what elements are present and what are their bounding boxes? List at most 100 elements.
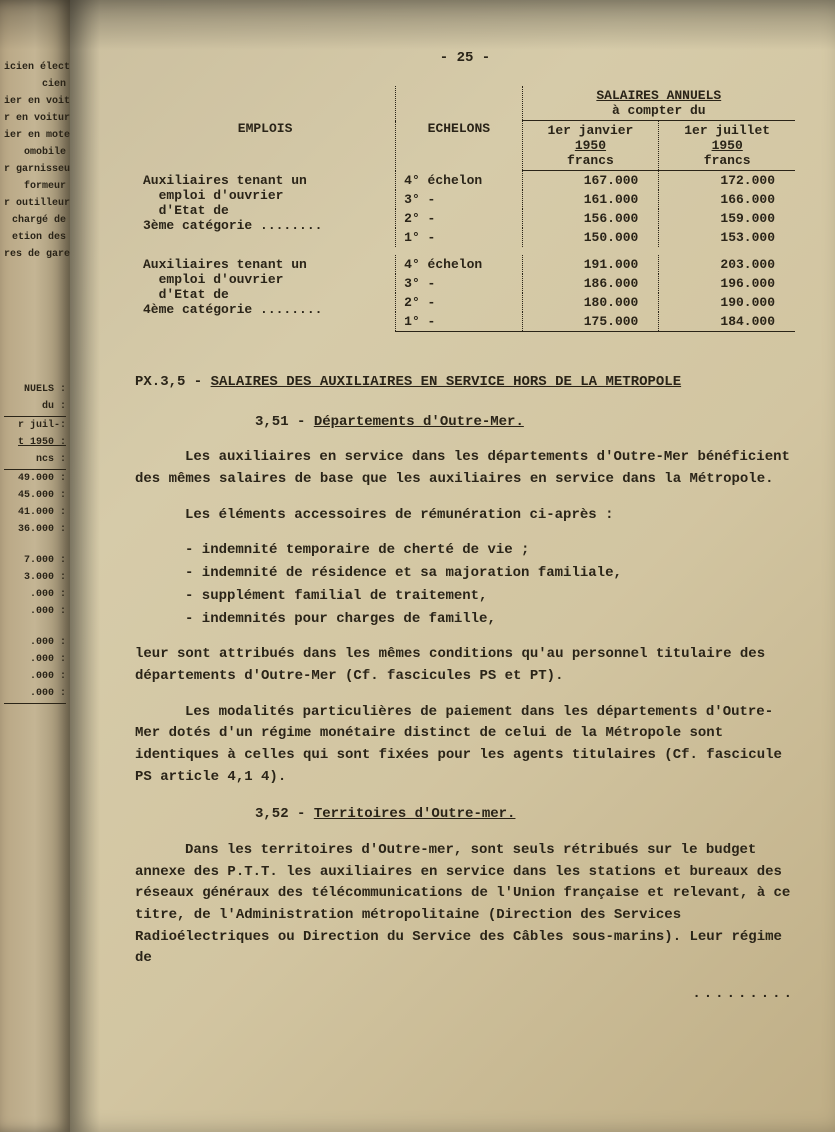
list-item: - supplément familial de traitement,: [185, 586, 795, 608]
left-line: icien électri-: [4, 60, 66, 75]
left-val: .000 :: [4, 686, 66, 701]
left-line: ier en voiture: [4, 94, 66, 109]
th-acompter: à compter du: [612, 103, 706, 118]
left-hdr: ncs :: [4, 452, 66, 467]
th-sal-label: SALAIRES ANNUELS: [596, 88, 721, 103]
jan-cell: 150.000: [522, 228, 659, 247]
right-page: - 25 - EMPLOIS ECHELONS SALAIRES ANNUELS…: [70, 0, 835, 1132]
jul-cell: 203.000: [659, 255, 795, 274]
emploi-label: Auxiliaires tenant un emploi d'ouvrier d…: [135, 255, 396, 332]
salary-table: EMPLOIS ECHELONS SALAIRES ANNUELS à comp…: [135, 86, 795, 332]
th-echelons: ECHELONS: [396, 86, 522, 171]
left-hdr: NUELS :: [4, 382, 66, 397]
th-emplois: EMPLOIS: [135, 86, 396, 171]
ech-cell: 2° -: [396, 209, 522, 228]
body-text: PX.3,5 - SALAIRES DES AUXILIAIRES EN SER…: [135, 372, 795, 1006]
left-line: chargé de: [4, 213, 66, 228]
jul-cell: 153.000: [659, 228, 795, 247]
left-hdr: t 1950 :: [4, 435, 66, 450]
left-val: 7.000 :: [4, 553, 66, 568]
ech-cell: 3° -: [396, 274, 522, 293]
section-title: PX.3,5 - SALAIRES DES AUXILIAIRES EN SER…: [135, 372, 795, 394]
ech-cell: 4° échelon: [396, 255, 522, 274]
left-line: formeur: [4, 179, 66, 194]
list-item: - indemnité temporaire de cherté de vie …: [185, 540, 795, 562]
paragraph: leur sont attribués dans les mêmes condi…: [135, 644, 795, 687]
left-val: .000 :: [4, 635, 66, 650]
page-number: - 25 -: [135, 50, 795, 66]
ech-cell: 1° -: [396, 312, 522, 332]
left-line: cien: [4, 77, 66, 92]
shadow: [0, 0, 70, 50]
jan-cell: 161.000: [522, 190, 659, 209]
left-page-sliver: icien électri- cien ier en voiture r en …: [0, 0, 70, 1132]
jul-cell: 190.000: [659, 293, 795, 312]
jul-cell: 196.000: [659, 274, 795, 293]
table-row: Auxiliaires tenant un emploi d'ouvrier d…: [135, 171, 795, 191]
left-line: r outilleur: [4, 196, 66, 211]
left-hdr: du :: [4, 399, 66, 414]
left-page-upper: icien électri- cien ier en voiture r en …: [4, 60, 66, 262]
continuation-dots: .........: [135, 984, 795, 1006]
th-jul-l3: francs: [704, 153, 751, 168]
jul-cell: 166.000: [659, 190, 795, 209]
jul-cell: 184.000: [659, 312, 795, 332]
left-val: 36.000 :: [4, 522, 66, 537]
photo-frame: icien électri- cien ier en voiture r en …: [0, 0, 835, 1132]
left-val: 41.000 :: [4, 505, 66, 520]
th-jul-l1: 1er juillet: [684, 123, 770, 138]
th-jul: 1er juillet 1950 francs: [659, 121, 795, 171]
left-line: etion des: [4, 230, 66, 245]
left-val: .000 :: [4, 604, 66, 619]
ech-cell: 2° -: [396, 293, 522, 312]
ech-cell: 4° échelon: [396, 171, 522, 191]
left-val: .000 :: [4, 669, 66, 684]
jan-cell: 175.000: [522, 312, 659, 332]
list-item: - indemnité de résidence et sa majoratio…: [185, 563, 795, 585]
table-row: Auxiliaires tenant un emploi d'ouvrier d…: [135, 255, 795, 274]
th-jul-l2: 1950: [712, 138, 743, 153]
ech-cell: 1° -: [396, 228, 522, 247]
left-val: 49.000 :: [4, 471, 66, 486]
th-jan-l1: 1er janvier: [548, 123, 634, 138]
left-line: ier en moteur: [4, 128, 66, 143]
paragraph: Les modalités particulières de paiement …: [135, 702, 795, 789]
jan-cell: 167.000: [522, 171, 659, 191]
subsection-352: 3,52 - Territoires d'Outre-mer.: [255, 804, 795, 826]
jan-cell: 156.000: [522, 209, 659, 228]
subsection-351: 3,51 - Départements d'Outre-Mer.: [255, 412, 795, 434]
ech-cell: 3° -: [396, 190, 522, 209]
th-jan-l3: francs: [567, 153, 614, 168]
left-val: .000 :: [4, 587, 66, 602]
left-line: r en voiture: [4, 111, 66, 126]
sub-title: Territoires d'Outre-mer.: [314, 806, 516, 822]
paragraph: Les auxiliaires en service dans les dépa…: [135, 447, 795, 490]
left-val: .000 :: [4, 652, 66, 667]
list-item: - indemnités pour charges de famille,: [185, 609, 795, 631]
sub-title: Départements d'Outre-Mer.: [314, 414, 524, 430]
jul-cell: 172.000: [659, 171, 795, 191]
jan-cell: 191.000: [522, 255, 659, 274]
jan-cell: 186.000: [522, 274, 659, 293]
sub-ref: 3,52 -: [255, 806, 314, 822]
left-line: res de gares: [4, 247, 66, 262]
th-jan: 1er janvier 1950 francs: [522, 121, 659, 171]
section-title-text: SALAIRES DES AUXILIAIRES EN SERVICE HORS…: [211, 374, 681, 390]
left-val: 45.000 :: [4, 488, 66, 503]
th-salaires: SALAIRES ANNUELS à compter du: [522, 86, 795, 121]
paragraph: Les éléments accessoires de rémunération…: [135, 505, 795, 527]
left-line: r garnisseur: [4, 162, 66, 177]
left-page-lower: NUELS : du : r juil-: t 1950 : ncs : 49.…: [4, 382, 66, 704]
bullet-list: - indemnité temporaire de cherté de vie …: [185, 540, 795, 630]
paragraph: Dans les territoires d'Outre-mer, sont s…: [135, 840, 795, 970]
left-hdr: r juil-:: [4, 418, 66, 433]
section-ref: PX.3,5 -: [135, 374, 211, 390]
left-line: omobile: [4, 145, 66, 160]
sub-ref: 3,51 -: [255, 414, 314, 430]
jan-cell: 180.000: [522, 293, 659, 312]
shadow: [70, 0, 835, 50]
th-jan-l2: 1950: [575, 138, 606, 153]
left-val: 3.000 :: [4, 570, 66, 585]
emploi-label: Auxiliaires tenant un emploi d'ouvrier d…: [135, 171, 396, 248]
jul-cell: 159.000: [659, 209, 795, 228]
